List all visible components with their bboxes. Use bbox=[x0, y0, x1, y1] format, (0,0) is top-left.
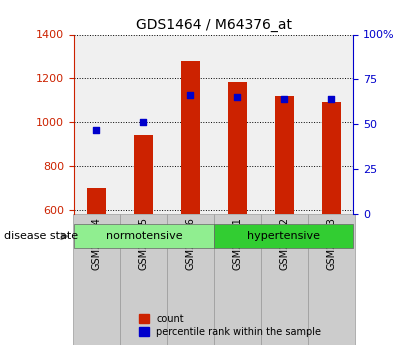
Bar bbox=[228, 81, 247, 341]
Title: GDS1464 / M64376_at: GDS1464 / M64376_at bbox=[136, 18, 292, 32]
Point bbox=[187, 93, 194, 98]
Bar bbox=[87, 188, 106, 341]
Point bbox=[328, 96, 335, 102]
FancyBboxPatch shape bbox=[214, 214, 261, 345]
Bar bbox=[275, 96, 294, 341]
Bar bbox=[181, 61, 200, 341]
Point bbox=[234, 95, 240, 100]
Point bbox=[93, 127, 99, 132]
FancyBboxPatch shape bbox=[261, 214, 308, 345]
Point bbox=[140, 120, 146, 125]
FancyBboxPatch shape bbox=[308, 214, 355, 345]
Legend: count, percentile rank within the sample: count, percentile rank within the sample bbox=[139, 314, 321, 337]
FancyBboxPatch shape bbox=[73, 214, 120, 345]
FancyBboxPatch shape bbox=[120, 214, 167, 345]
Text: disease state: disease state bbox=[4, 231, 78, 241]
Bar bbox=[134, 135, 152, 341]
Text: normotensive: normotensive bbox=[106, 231, 182, 241]
FancyBboxPatch shape bbox=[214, 224, 353, 248]
FancyBboxPatch shape bbox=[74, 224, 214, 248]
Text: hypertensive: hypertensive bbox=[247, 231, 320, 241]
Bar bbox=[322, 102, 341, 341]
FancyBboxPatch shape bbox=[167, 214, 214, 345]
Point bbox=[281, 96, 288, 102]
